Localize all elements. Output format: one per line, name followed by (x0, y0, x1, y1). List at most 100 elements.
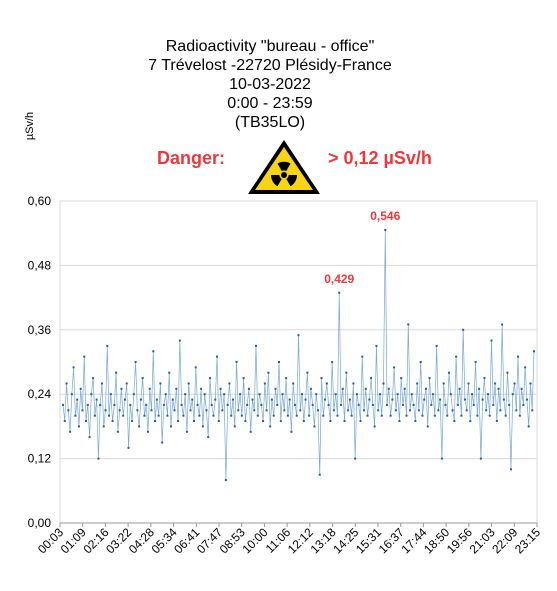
radioactivity-line-chart: 0,000,120,240,360,480,6000:0301:0902:160… (28, 194, 544, 556)
data-point (235, 361, 238, 363)
data-point (76, 398, 79, 401)
data-point (449, 393, 452, 396)
data-point (428, 377, 431, 380)
data-point (444, 403, 447, 406)
data-point (194, 366, 197, 369)
data-point (217, 420, 220, 423)
data-point (123, 398, 126, 401)
data-point (122, 414, 125, 417)
data-point (285, 377, 288, 380)
data-point (341, 387, 344, 390)
data-point (157, 414, 160, 417)
data-point (340, 403, 342, 406)
data-point (343, 420, 346, 423)
data-point (263, 382, 266, 385)
data-point (396, 393, 399, 396)
data-point (467, 382, 470, 385)
data-point (129, 403, 132, 406)
data-point (313, 425, 316, 428)
data-point (520, 387, 523, 390)
data-point (364, 387, 367, 390)
data-point (116, 430, 119, 433)
data-point (465, 409, 468, 412)
data-point (308, 414, 311, 417)
data-point (380, 414, 383, 417)
data-point (488, 414, 491, 417)
data-point (198, 414, 201, 417)
data-point (426, 425, 429, 428)
data-point (131, 420, 134, 423)
data-point (171, 398, 174, 401)
data-point (318, 473, 321, 476)
data-point (255, 344, 257, 347)
data-point (414, 420, 417, 423)
data-point (138, 425, 141, 428)
data-point (230, 414, 233, 417)
data-point (442, 382, 445, 385)
data-point (371, 403, 374, 406)
data-point (511, 393, 514, 396)
data-point (412, 403, 415, 406)
data-point (492, 403, 495, 406)
data-point (316, 409, 319, 412)
data-point (490, 339, 493, 342)
data-point (166, 414, 169, 417)
data-point (315, 393, 318, 396)
data-point (375, 344, 378, 347)
data-point (469, 420, 472, 423)
data-point (141, 377, 144, 380)
data-point (309, 387, 312, 390)
data-point (272, 414, 275, 417)
data-point (373, 425, 376, 428)
data-point (146, 430, 149, 433)
data-point (338, 291, 341, 294)
data-point (246, 403, 249, 406)
data-point (240, 414, 243, 417)
data-point (306, 371, 309, 374)
data-point (370, 377, 373, 380)
data-point (205, 409, 208, 412)
data-point (247, 387, 250, 390)
data-point (283, 409, 286, 412)
data-point (525, 398, 528, 401)
data-point (145, 403, 148, 406)
data-point (200, 387, 203, 390)
y-tick-label: 0,24 (28, 387, 52, 401)
data-point (233, 425, 236, 428)
data-point (522, 403, 525, 406)
data-point (161, 441, 164, 444)
data-point (529, 382, 532, 385)
data-point (394, 409, 397, 412)
data-point (384, 228, 387, 231)
data-point (446, 414, 449, 417)
data-point (109, 393, 112, 396)
data-point (148, 387, 151, 390)
data-point (226, 403, 229, 406)
data-point (502, 398, 505, 401)
data-point (320, 377, 323, 380)
data-point (389, 414, 392, 417)
data-point (350, 414, 353, 417)
data-point (111, 420, 114, 423)
data-point (347, 409, 350, 412)
data-point (244, 420, 247, 423)
data-point (196, 403, 199, 406)
data-point (120, 387, 123, 390)
data-point (237, 409, 240, 412)
data-point (485, 409, 488, 412)
data-point (152, 350, 155, 353)
title-line-5: (TB35LO) (234, 114, 306, 131)
data-point (256, 414, 259, 417)
data-point (100, 382, 103, 385)
data-point (150, 409, 153, 412)
data-point (322, 414, 325, 417)
data-point (509, 468, 512, 471)
data-point (178, 339, 181, 342)
data-point (515, 409, 518, 412)
data-point (223, 393, 226, 396)
data-point (106, 344, 109, 347)
data-point (180, 403, 183, 406)
data-point (276, 403, 279, 406)
data-point (417, 409, 420, 412)
data-point (69, 430, 72, 433)
